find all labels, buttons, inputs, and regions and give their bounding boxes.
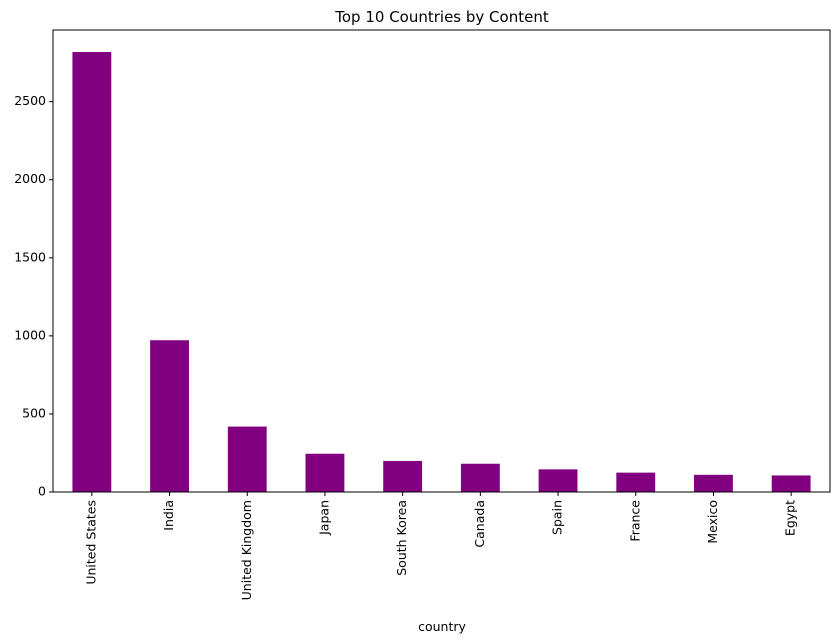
y-tick-label: 1500 [14, 249, 46, 264]
y-axis: 0 500 1000 1500 2000 2500 [14, 93, 53, 499]
bar [383, 460, 423, 492]
x-tick-label: United States [83, 500, 98, 585]
x-tick-label: India [161, 500, 176, 531]
bar [150, 340, 189, 492]
y-tick-label: 0 [38, 484, 46, 499]
x-tick-label: Spain [550, 500, 565, 535]
y-tick-label: 2000 [14, 171, 46, 186]
y-tick-label: 2500 [14, 93, 46, 108]
x-tick-label: Egypt [783, 500, 798, 536]
x-tick-label: Japan [316, 500, 331, 536]
chart-title: Top 10 Countries by Content [334, 8, 549, 26]
y-tick-label: 1000 [14, 327, 46, 342]
bar [460, 463, 500, 492]
plot-frame [52, 29, 831, 493]
x-tick-label: France [627, 500, 642, 542]
bar [305, 453, 345, 492]
bar [227, 426, 267, 492]
x-tick-label: Canada [472, 500, 487, 548]
bar [616, 472, 656, 492]
bar [771, 475, 811, 492]
bar [538, 469, 578, 492]
x-axis-label: country [418, 619, 466, 634]
bar [72, 52, 112, 493]
bar [694, 474, 733, 492]
x-tick-label: Mexico [705, 500, 720, 544]
y-tick-label: 500 [22, 405, 46, 420]
bars [72, 52, 811, 493]
x-axis: United States India United Kingdom Japan Sou… [83, 492, 798, 600]
x-tick-label: South Korea [394, 500, 409, 576]
x-tick-label: United Kingdom [239, 500, 254, 600]
